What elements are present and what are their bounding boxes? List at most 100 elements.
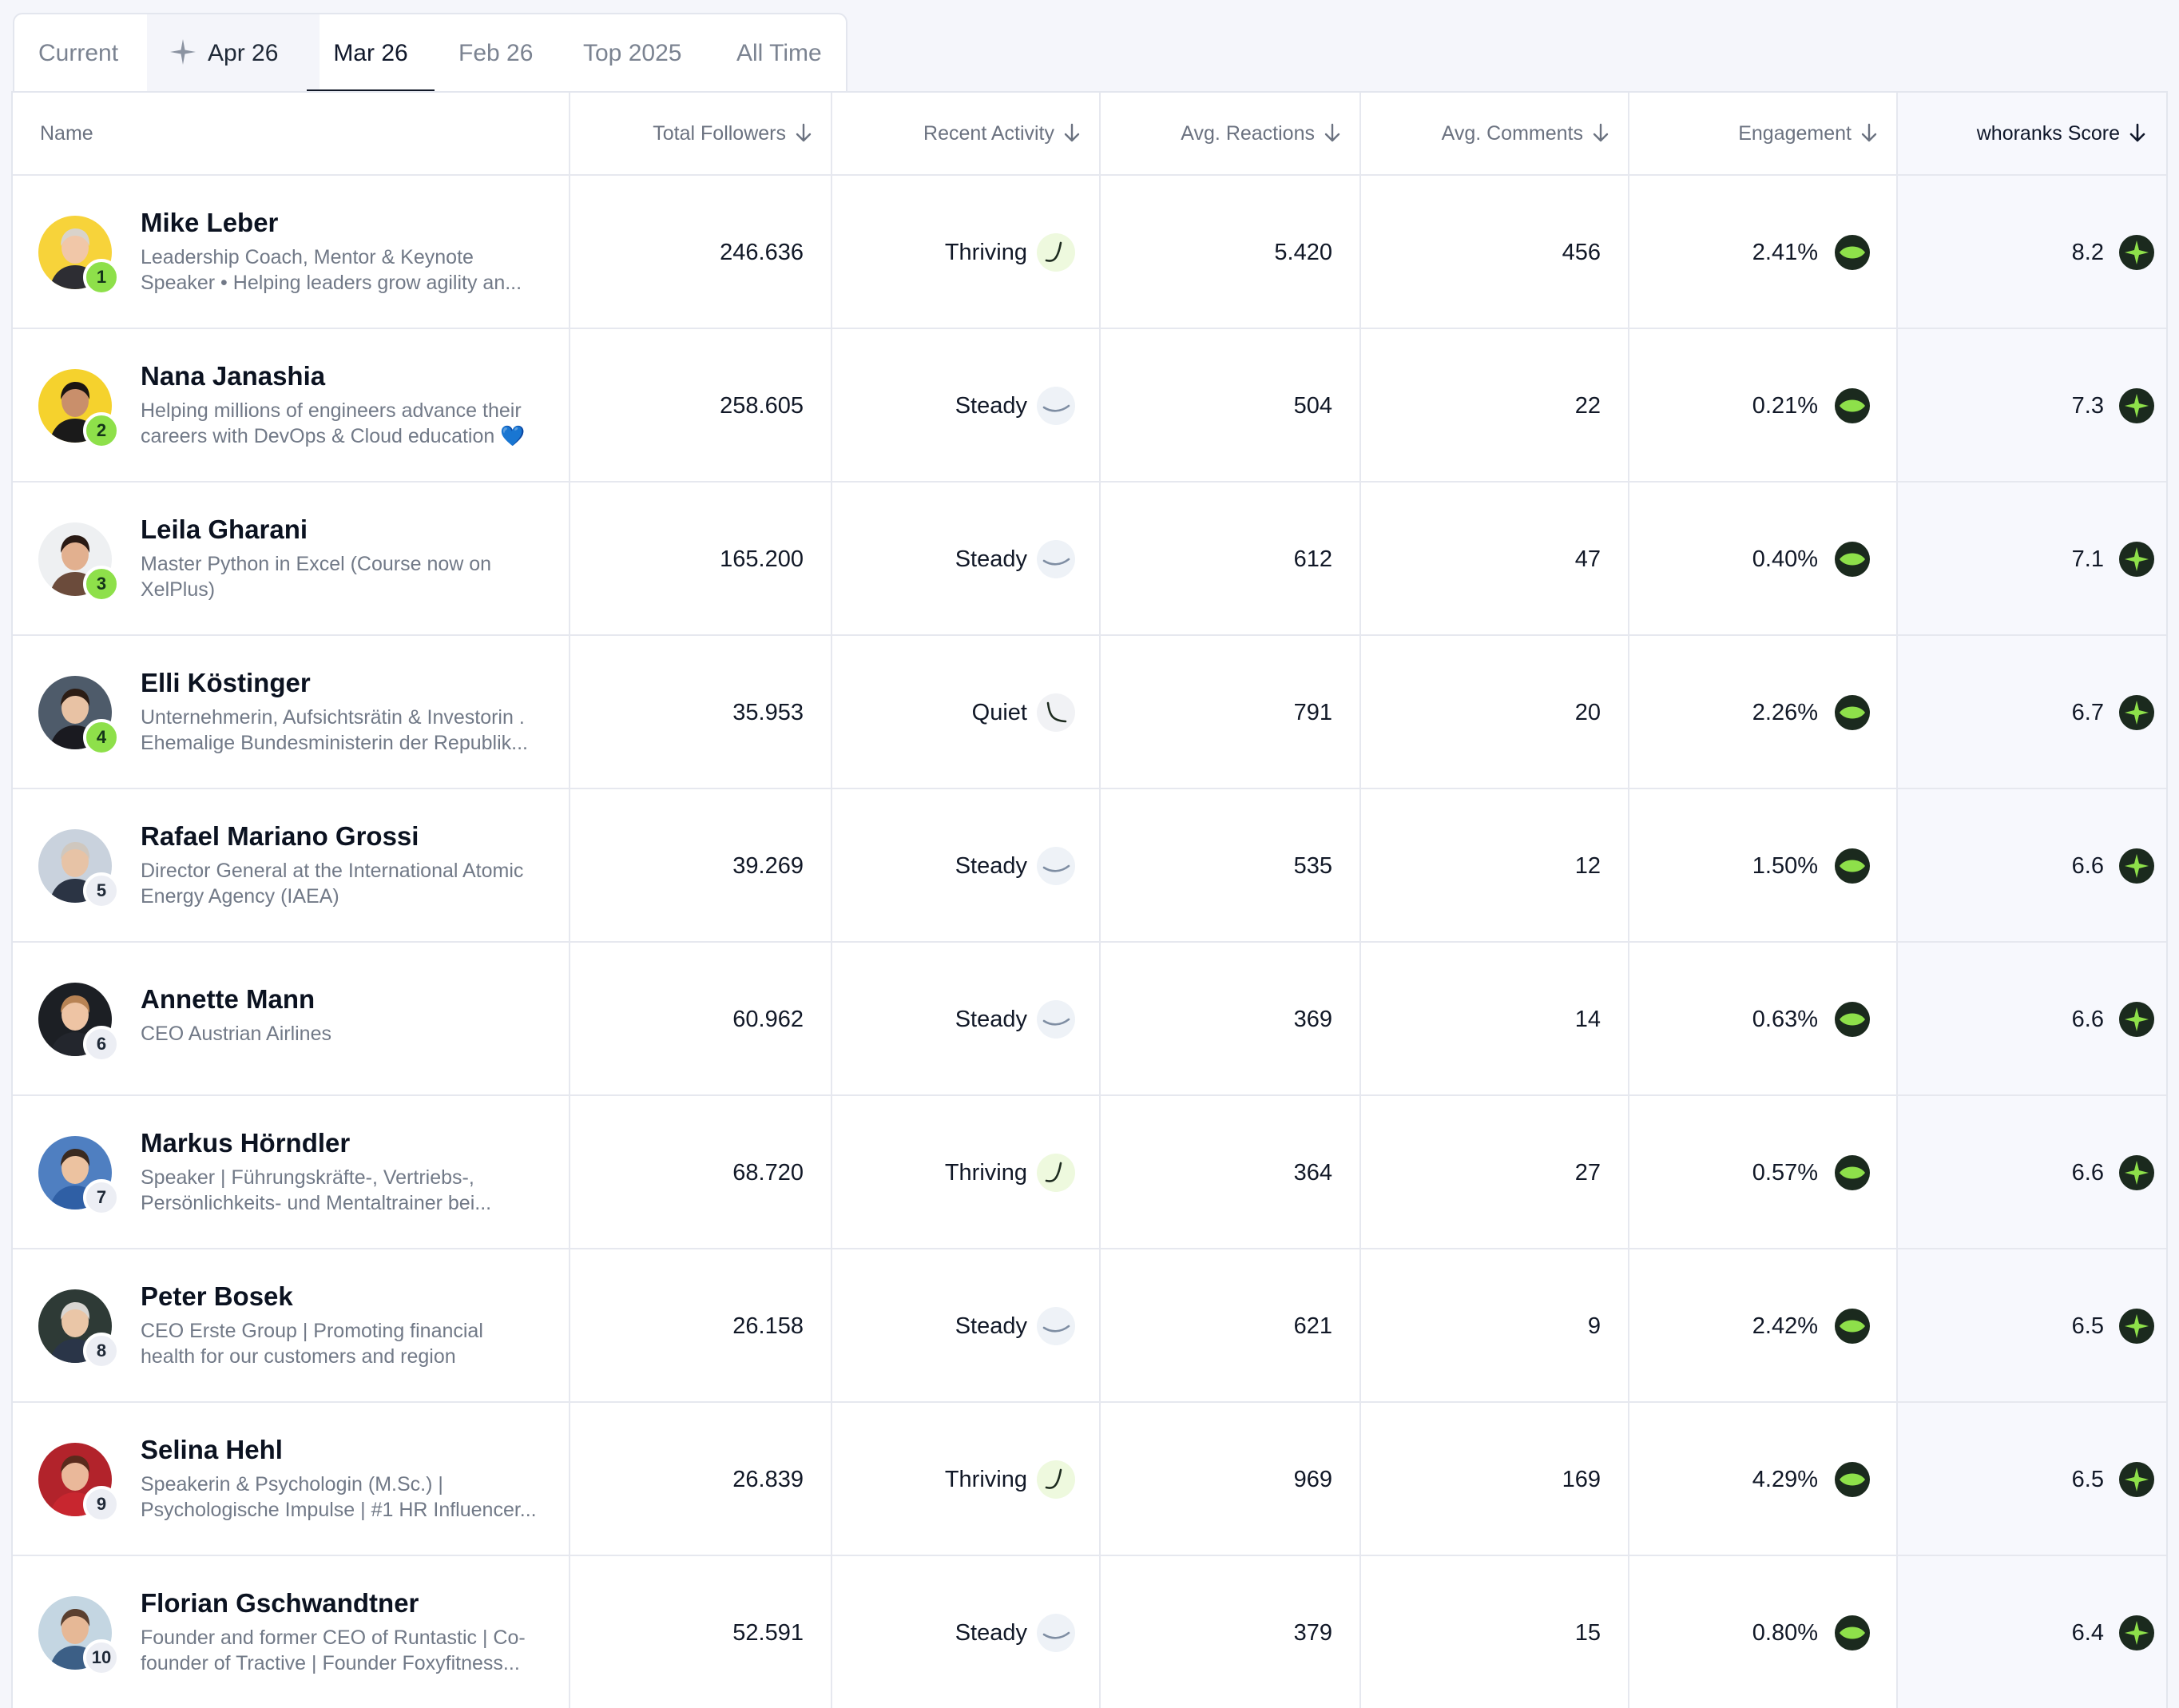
table-row[interactable]: 5 Rafael Mariano Grossi Director General… [13, 789, 2166, 943]
column-divider [831, 93, 832, 1708]
followers-value: 246.636 [720, 240, 804, 265]
header-name[interactable]: Name [40, 122, 93, 145]
score-sparkle-icon [2119, 695, 2154, 730]
table-row[interactable]: 8 Peter Bosek CEO Erste Group | Promotin… [13, 1249, 2166, 1403]
whoranks-score-value: 6.6 [2071, 853, 2104, 879]
row-divider [13, 328, 2166, 329]
person-headline: Persönlichkeits- und Mentaltrainer bei..… [141, 1192, 492, 1214]
avatar[interactable]: 3 [38, 522, 120, 602]
person-name[interactable]: Peter Bosek [141, 1281, 293, 1311]
activity-trend-icon [1037, 1154, 1075, 1192]
score-sparkle-icon [2119, 1309, 2154, 1344]
row-divider [13, 1555, 2166, 1556]
person-name[interactable]: Annette Mann [141, 984, 316, 1014]
avatar[interactable]: 5 [38, 829, 120, 909]
score-sparkle-icon [2119, 388, 2154, 423]
avatar[interactable]: 1 [38, 216, 120, 296]
person-name[interactable]: Rafael Mariano Grossi [141, 821, 419, 851]
avg-reactions-value: 364 [1293, 1160, 1332, 1186]
person-name[interactable]: Florian Gschwandtner [141, 1588, 419, 1618]
table-row[interactable]: 2 Nana Janashia Helping millions of engi… [13, 329, 2166, 483]
person-name[interactable]: Selina Hehl [141, 1435, 283, 1464]
ranking-table: Name Total Followers Recent Activity Avg… [11, 91, 2168, 1708]
activity-trend-icon [1037, 847, 1075, 885]
tab-feb-26[interactable]: Feb 26 [458, 40, 534, 66]
person-headline: Ehemalige Bundesministerin der Republik.… [141, 732, 528, 754]
person-name[interactable]: Elli Köstinger [141, 668, 311, 697]
header-engagement[interactable]: Engagement [1633, 93, 1877, 174]
column-divider [1628, 93, 1629, 1708]
person-name[interactable]: Nana Janashia [141, 361, 326, 391]
sort-arrow-down-icon [796, 124, 812, 142]
header-total-followers[interactable]: Total Followers [572, 93, 812, 174]
table-row[interactable]: 9 Selina Hehl Speakerin & Psychologin (M… [13, 1403, 2166, 1556]
engagement-value: 2.26% [1752, 700, 1818, 725]
row-divider [13, 634, 2166, 636]
table-row[interactable]: 6 Annette Mann CEO Austrian Airlines 60.… [13, 943, 2166, 1096]
avg-comments-value: 15 [1574, 1620, 1601, 1646]
person-headline: Leadership Coach, Mentor & Keynote [141, 246, 474, 268]
table-row[interactable]: 4 Elli Köstinger Unternehmerin, Aufsicht… [13, 636, 2166, 789]
engagement-value: 4.29% [1752, 1467, 1818, 1492]
tab-all-time[interactable]: All Time [736, 40, 822, 66]
tab-apr-26[interactable]: Apr 26 [147, 14, 320, 93]
activity-trend-icon [1037, 540, 1075, 578]
engagement-value: 0.40% [1752, 546, 1818, 572]
avg-reactions-value: 504 [1293, 393, 1332, 419]
whoranks-score-value: 6.6 [2071, 1007, 2104, 1032]
avg-comments-value: 22 [1574, 393, 1601, 419]
header-avg-reactions[interactable]: Avg. Reactions [1104, 93, 1340, 174]
avatar[interactable]: 7 [38, 1136, 120, 1216]
avg-comments-value: 14 [1574, 1007, 1601, 1032]
avg-reactions-value: 621 [1293, 1313, 1332, 1339]
avg-reactions-value: 969 [1293, 1467, 1332, 1492]
header-whoranks-score[interactable]: whoranks Score [1901, 93, 2145, 174]
engagement-eye-icon [1835, 235, 1870, 270]
tab-current[interactable]: Current [38, 40, 119, 66]
person-headline: Helping millions of engineers advance th… [141, 399, 522, 422]
header-recent-activity[interactable]: Recent Activity [835, 93, 1080, 174]
engagement-value: 0.21% [1752, 393, 1818, 419]
avatar[interactable]: 4 [38, 676, 120, 756]
person-headline: health for our customers and region [141, 1345, 456, 1368]
rank-badge: 7 [83, 1179, 120, 1216]
avatar[interactable]: 9 [38, 1443, 120, 1523]
followers-value: 39.269 [732, 853, 804, 879]
tab-mar-26[interactable]: Mar 26 [307, 14, 435, 93]
sparkle-icon [170, 39, 196, 66]
avg-comments-value: 47 [1574, 546, 1601, 572]
person-name[interactable]: Mike Leber [141, 208, 279, 237]
rank-badge: 8 [83, 1333, 120, 1369]
activity-trend-icon [1037, 387, 1075, 425]
header-avg-comments[interactable]: Avg. Comments [1364, 93, 1609, 174]
person-headline: careers with DevOps & Cloud education 💙 [141, 425, 526, 447]
avatar[interactable]: 6 [38, 983, 120, 1063]
table-row[interactable]: 7 Markus Hörndler Speaker | Führungskräf… [13, 1096, 2166, 1249]
avatar[interactable]: 2 [38, 369, 120, 449]
avg-comments-value: 169 [1562, 1467, 1601, 1492]
person-headline: Energy Agency (IAEA) [141, 885, 339, 908]
avg-reactions-value: 791 [1293, 700, 1332, 725]
header-label: Avg. Comments [1441, 122, 1583, 145]
table-row[interactable]: 1 Mike Leber Leadership Coach, Mentor & … [13, 176, 2166, 329]
followers-value: 26.158 [732, 1313, 804, 1339]
activity-trend-icon [1037, 1307, 1075, 1345]
engagement-value: 0.80% [1752, 1620, 1818, 1646]
avatar[interactable]: 8 [38, 1289, 120, 1369]
person-name[interactable]: Markus Hörndler [141, 1128, 351, 1158]
engagement-eye-icon [1835, 1002, 1870, 1037]
activity-trend-icon [1037, 1460, 1075, 1499]
tab-top-2025[interactable]: Top 2025 [583, 40, 682, 66]
avatar[interactable]: 10 [38, 1596, 120, 1676]
followers-value: 165.200 [720, 546, 804, 572]
person-headline: XelPlus) [141, 578, 216, 601]
table-row[interactable]: 10 Florian Gschwandtner Founder and form… [13, 1556, 2166, 1708]
activity-label: Steady [955, 1007, 1027, 1032]
engagement-value: 0.57% [1752, 1160, 1818, 1186]
followers-value: 60.962 [732, 1007, 804, 1032]
person-name[interactable]: Leila Gharani [141, 514, 308, 544]
table-row[interactable]: 3 Leila Gharani Master Python in Excel (… [13, 483, 2166, 636]
activity-label: Quiet [971, 700, 1027, 725]
whoranks-score-value: 7.3 [2071, 393, 2104, 419]
activity-label: Steady [955, 1313, 1027, 1339]
